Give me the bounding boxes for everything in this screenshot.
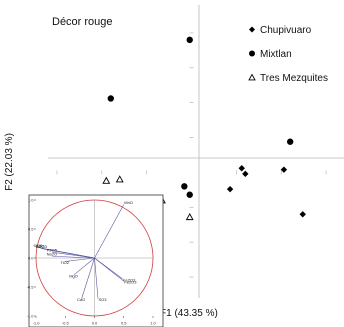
variable-label-mgo: MgO: [69, 273, 78, 278]
inset-x-tick-label: 1.0: [150, 321, 156, 326]
point-tres-mezquites: [185, 212, 194, 221]
point-mixtlan: [186, 36, 193, 44]
variable-label-al2o3: Al2O3: [36, 244, 48, 249]
loading-vector-tio2: [65, 257, 95, 262]
variable-label-so3: SO3: [99, 297, 108, 302]
legend-label-mixtlan: Mixtlan: [260, 49, 292, 60]
point-mixtlan: [107, 95, 114, 102]
inset-y-tick-label: -1.0: [27, 313, 35, 318]
variable-label-p2o5: P2O5: [47, 247, 58, 252]
variable-label-mno: MnO: [124, 200, 133, 205]
point-chupivuaro: [242, 170, 249, 178]
loading-vector-fe2o3: [94, 257, 124, 282]
inset-x-tick-label: 0.5: [121, 321, 127, 326]
variable-label-na2o: Na2O: [47, 251, 57, 256]
inset-x-tick-label: -1.0: [33, 321, 41, 326]
point-mixtlan: [286, 138, 294, 145]
correlation-circle-inset: -1.0 -0.5 0.0 0.5 1.0 1.0 0.5 0.0 -0.5 -1.0 MnO SiO…: [27, 194, 164, 327]
variable-label-fe2o3: Fe2O3: [124, 280, 137, 285]
point-mixtlan: [181, 183, 188, 190]
variable-label-sio2: SiO2: [33, 243, 43, 248]
inset-y-tick-label: 1.0: [28, 197, 34, 202]
legend: Chupivuaro Mixtlan Tres Mezquites: [248, 25, 328, 84]
point-mixtlan: [186, 191, 193, 198]
y-axis-title: F2 (22.03 %): [4, 133, 15, 191]
inset-y-tick-label: -0.5: [27, 284, 35, 289]
x-axis-title: F1 (43.35 %): [160, 308, 218, 319]
loading-vector-mno: [94, 204, 125, 259]
legend-marker-mixtlan: [249, 50, 255, 57]
point-tres-mezquites: [115, 175, 124, 183]
inset-y-tick-label: 0.0: [28, 255, 34, 260]
point-chupivuaro: [238, 165, 245, 172]
variable-label-tio2: TiO2: [60, 260, 69, 265]
data-points: [60, 36, 306, 221]
loading-vector-p2o5: [52, 251, 95, 259]
point-chupivuaro: [280, 166, 288, 173]
loading-vector-mgo: [73, 257, 95, 276]
point-chupivuaro: [226, 185, 234, 193]
inset-x-tick-label: 0.0: [92, 321, 98, 326]
point-tres-mezquites: [102, 176, 111, 184]
variable-label-cao: CaO: [77, 297, 85, 302]
legend-label-tres-mezquites: Tres Mezquites: [260, 73, 328, 84]
chart-title: Décor rouge: [52, 16, 113, 28]
loading-vector-al2o3: [41, 248, 95, 259]
loading-vector-na2o: [52, 255, 95, 259]
inset-y-tick-label: 0.5: [28, 226, 34, 231]
inset-frame: [28, 194, 164, 327]
main-axis-ticks: [56, 32, 327, 278]
loading-vector-so3: [94, 257, 99, 299]
legend-marker-tres-mezquites: [248, 73, 256, 81]
variable-label-fe2o3: Fe2O3: [123, 277, 136, 282]
inset-x-tick-label: -0.5: [62, 321, 70, 326]
loading-vector-cao: [81, 257, 95, 299]
legend-label-chupivuaro: Chupivuaro: [260, 25, 312, 36]
legend-marker-chupivuaro: [249, 26, 255, 33]
variable-label-k2o: K2O: [36, 243, 44, 248]
point-chupivuaro: [299, 211, 306, 218]
